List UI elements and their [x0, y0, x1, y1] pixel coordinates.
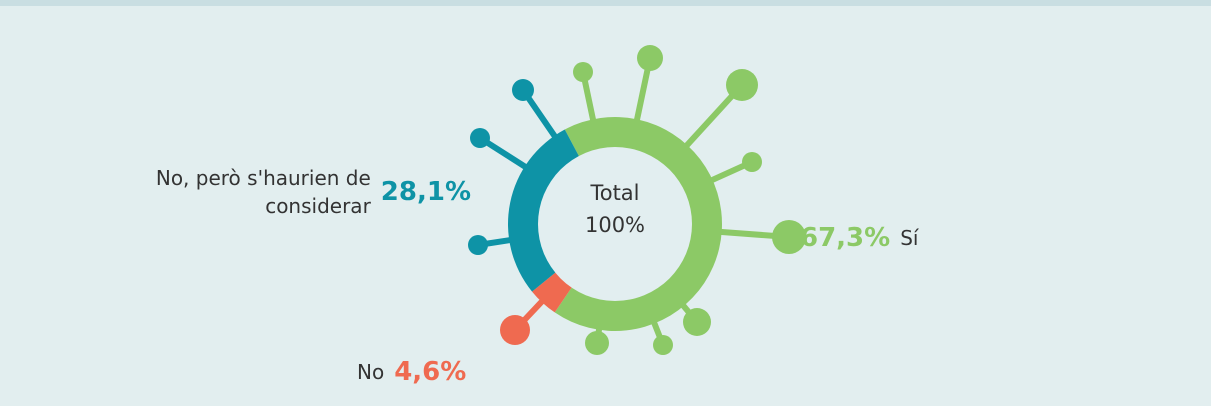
spike-head: [683, 308, 711, 336]
spike-head: [637, 45, 663, 71]
value-label: 28,1%: [381, 178, 471, 206]
spike-head: [742, 152, 762, 172]
spike-head: [653, 335, 673, 355]
value-label: 67,3%: [800, 224, 890, 252]
spike-head: [468, 235, 488, 255]
spike-head: [512, 79, 534, 101]
spike-head: [585, 331, 609, 355]
category-label: Sí: [900, 224, 918, 252]
slice-label: 67,3% Sí: [800, 224, 918, 252]
value-label: 4,6%: [394, 358, 466, 386]
spike-head: [573, 62, 593, 82]
slice-label: No, però s'haurien de considerar 28,1%: [121, 164, 471, 220]
chart: Total 100% 67,3% Sí No 4,6% No, però s'hauri…: [0, 0, 1211, 406]
category-label: No: [357, 358, 384, 386]
center-value: 100%: [585, 213, 645, 237]
center-title: Total: [589, 181, 639, 205]
category-label: No, però s'haurien de considerar: [121, 164, 371, 220]
spike-head: [500, 315, 530, 345]
slice-label: No 4,6%: [357, 358, 466, 386]
spike-head: [470, 128, 490, 148]
spike-head: [726, 69, 758, 101]
